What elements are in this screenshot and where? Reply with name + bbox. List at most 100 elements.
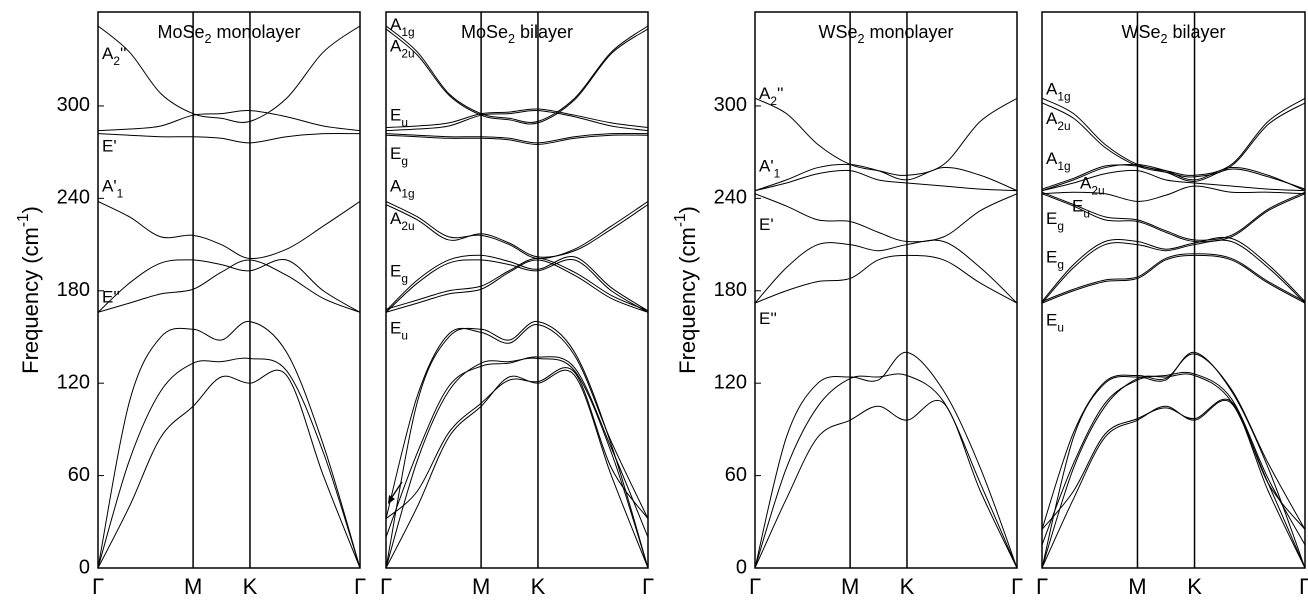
x-tick-label: Γ xyxy=(92,574,104,599)
y-tick-label: 240 xyxy=(57,187,90,209)
dispersion-branch xyxy=(755,254,1017,304)
dispersion-branch xyxy=(386,110,648,132)
mode-label: Eg xyxy=(1046,209,1064,233)
y-tick-label: 300 xyxy=(57,94,90,116)
mode-label: E'' xyxy=(102,288,120,307)
dispersion-branch xyxy=(755,373,1017,568)
dispersion-branch xyxy=(1042,169,1305,192)
dispersion-branch xyxy=(1042,400,1305,568)
y-axis-label: Frequency (cm-1) xyxy=(15,206,43,374)
dispersion-branch xyxy=(386,28,648,125)
dispersion-branch xyxy=(98,357,360,568)
x-tick-label: M xyxy=(472,574,490,599)
mode-label: A2u xyxy=(1046,109,1071,133)
mode-label: Eg xyxy=(390,262,408,286)
dispersion-branch xyxy=(1042,185,1305,202)
y-tick-label: 0 xyxy=(79,556,90,578)
y-tick-label: 120 xyxy=(57,371,90,393)
mode-label: A2u xyxy=(1080,174,1105,198)
panel-title: WSe2 monolayer xyxy=(818,22,953,47)
dispersion-branch xyxy=(386,204,648,258)
dispersion-branch xyxy=(98,259,360,313)
x-tick-label: M xyxy=(1128,574,1146,599)
y-tick-label: 180 xyxy=(57,279,90,301)
dispersion-branch xyxy=(1042,97,1305,176)
dispersion-branch xyxy=(1042,193,1305,243)
y-axis-label: Frequency (cm-1) xyxy=(672,206,700,374)
dispersion-branch xyxy=(98,321,360,568)
mode-label: Eg xyxy=(390,145,408,169)
panel: Γ M K Γ WSe2 bilayer A1g A2u A1g A2u Eg Eu Eg Eu xyxy=(1036,11,1308,599)
dispersion-branch xyxy=(1042,239,1305,304)
x-tick-label: M xyxy=(184,574,202,599)
mode-label: A1g xyxy=(1046,149,1071,173)
plot-area xyxy=(386,25,648,568)
dispersion-branch xyxy=(386,132,648,144)
dispersion-branch xyxy=(1042,102,1305,178)
dispersion-branch xyxy=(386,367,648,520)
mode-label: E' xyxy=(102,137,117,156)
mode-label: A2u xyxy=(390,209,415,233)
panel-title: WSe2 bilayer xyxy=(1121,22,1225,47)
dispersion-branch xyxy=(386,258,648,313)
x-tick-label: K xyxy=(531,574,546,599)
plot-area xyxy=(755,97,1017,568)
mode-label: A2'' xyxy=(102,45,126,69)
x-tick-label: Γ xyxy=(749,574,761,599)
x-tick-label: Γ xyxy=(1299,574,1308,599)
y-tick-label: 60 xyxy=(68,464,90,486)
dispersion-branch xyxy=(755,97,1017,176)
dispersion-branch xyxy=(1042,253,1305,303)
x-tick-label: K xyxy=(900,574,915,599)
dispersion-branch xyxy=(98,369,360,568)
plot-area xyxy=(98,25,360,568)
dispersion-branch xyxy=(98,110,360,132)
dispersion-branch xyxy=(755,193,1017,243)
panel-title: MoSe2 monolayer xyxy=(157,22,300,47)
mode-label: Eu xyxy=(390,319,408,343)
dispersion-branch xyxy=(1042,398,1305,530)
arrow-head xyxy=(388,495,395,504)
mode-label: E'' xyxy=(759,310,777,329)
y-tick-label: 180 xyxy=(714,279,747,301)
panel-frame xyxy=(754,11,1018,569)
y-tick-label: 300 xyxy=(714,94,747,116)
x-tick-label: Γ xyxy=(1036,574,1048,599)
mode-label: E' xyxy=(759,216,774,235)
dispersion-branch xyxy=(98,132,360,144)
dispersion-branch xyxy=(386,324,648,519)
mode-label: A1g xyxy=(1046,80,1071,104)
dispersion-branch xyxy=(755,351,1017,568)
x-tick-label: K xyxy=(243,574,258,599)
y-tick-label: 240 xyxy=(714,187,747,209)
dispersion-branch xyxy=(755,169,1017,192)
dispersion-branch xyxy=(386,257,648,312)
dispersion-branch xyxy=(98,25,360,123)
x-tick-label: Γ xyxy=(1011,574,1023,599)
dispersion-branch xyxy=(755,163,1017,192)
mode-label: A1g xyxy=(390,15,415,39)
dispersion-branch xyxy=(386,134,648,145)
mode-label: A2'' xyxy=(759,85,783,109)
y-tick-label: 120 xyxy=(714,371,747,393)
panel-frame xyxy=(1041,11,1306,569)
x-tick-label: M xyxy=(841,574,859,599)
dispersion-branch xyxy=(386,321,648,568)
mode-label: Eu xyxy=(1046,311,1064,335)
mode-label: A'1 xyxy=(759,157,781,181)
plot-area xyxy=(1042,97,1305,568)
dispersion-branch xyxy=(1042,254,1305,304)
dispersion-branch xyxy=(386,369,648,568)
mode-label: A'1 xyxy=(102,177,124,201)
dispersion-branch xyxy=(1042,371,1305,546)
dispersion-branch xyxy=(755,400,1017,568)
dispersion-branch xyxy=(1042,351,1305,568)
panel-title: MoSe2 bilayer xyxy=(461,22,573,47)
dispersion-branch xyxy=(386,356,648,538)
panel-frame xyxy=(97,11,361,569)
mode-label: A1g xyxy=(390,177,415,201)
dispersion-branch xyxy=(386,254,648,312)
